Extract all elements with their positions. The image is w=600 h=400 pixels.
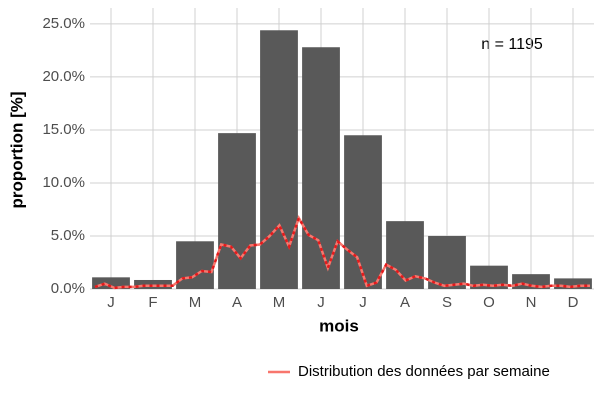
y-tick-label: 0.0% (51, 280, 85, 297)
bar (92, 277, 130, 289)
x-tick-label: N (526, 294, 537, 311)
legend-label: Distribution des données par semaine (298, 363, 550, 380)
x-tick-label: S (442, 294, 452, 311)
bar (176, 241, 214, 289)
x-tick-label: M (189, 294, 202, 311)
x-tick-label: M (273, 294, 286, 311)
x-tick-label: J (107, 294, 115, 311)
annotation: n = 1195 (481, 36, 543, 53)
x-tick-label: J (317, 294, 325, 311)
bar (134, 279, 172, 289)
x-tick-label: J (359, 294, 367, 311)
y-axis-title: proportion [%] (7, 91, 26, 208)
bar (344, 135, 382, 289)
bar (512, 274, 550, 289)
bar (428, 235, 466, 289)
x-tick-label: A (232, 294, 242, 311)
bar (260, 30, 298, 290)
y-tick-label: 25.0% (42, 15, 85, 32)
y-tick-label: 20.0% (42, 68, 85, 85)
bar (554, 278, 592, 289)
x-tick-label: F (148, 294, 157, 311)
x-tick-label: A (400, 294, 410, 311)
bar (218, 133, 256, 289)
x-tick-label: O (483, 294, 495, 311)
y-tick-label: 10.0% (42, 174, 85, 191)
weekly-line-dashed (94, 214, 590, 290)
x-tick-label: D (568, 294, 579, 311)
bar (470, 265, 508, 289)
y-tick-label: 15.0% (42, 121, 85, 138)
y-tick-label: 5.0% (51, 227, 85, 244)
x-axis-title: mois (319, 316, 359, 335)
